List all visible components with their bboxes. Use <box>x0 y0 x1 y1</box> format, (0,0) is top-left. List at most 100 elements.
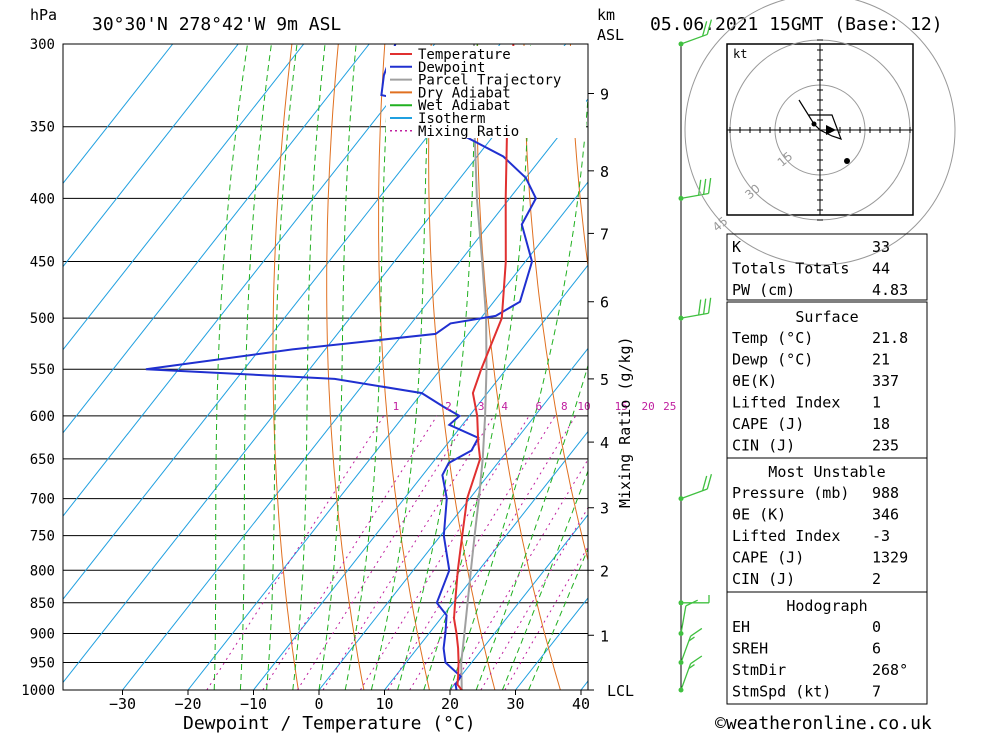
wind-barb-flag <box>698 179 702 196</box>
legend-label: Isotherm <box>418 111 485 127</box>
mixing-ratio-tick-labels: 1 2 3 4 6 8 10 15 20 25 <box>393 400 677 413</box>
wet-adiabat-line <box>475 363 588 690</box>
stats-value: 346 <box>872 506 899 524</box>
dry-adiabat-line <box>523 44 588 563</box>
stats-label: Lifted Index <box>732 394 840 412</box>
wet-adiabat-line <box>318 44 357 690</box>
pressure-unit-label: hPa <box>30 6 57 24</box>
wind-barb-staff <box>680 33 708 45</box>
km-tick-label: LCL <box>607 682 634 700</box>
stats-label: PW (cm) <box>732 281 795 299</box>
stats-label: CIN (J) <box>732 437 795 455</box>
wind-barb-flag <box>706 473 713 490</box>
wet-adiabat-line <box>239 44 272 690</box>
temperature-tick-label: −30 <box>109 695 136 713</box>
mixing-ratio-line <box>359 415 530 690</box>
legend-label: Mixing Ratio <box>418 124 519 140</box>
wind-barb-flag <box>688 664 695 669</box>
wind-barb-flag <box>707 177 712 194</box>
stats-value: 337 <box>872 372 899 390</box>
wind-barb-staff <box>680 312 709 319</box>
stats-value: 1329 <box>872 549 908 567</box>
mixing-ratio-line <box>297 415 471 690</box>
legend-label: Dewpoint <box>418 60 485 76</box>
isotherm-line <box>63 44 436 517</box>
wind-barb-flag <box>701 475 708 491</box>
pressure-tick-label: 750 <box>30 529 55 545</box>
temperature-tick-label: 40 <box>572 695 590 713</box>
stats-value: 21.8 <box>872 329 908 347</box>
plot-background-lines <box>63 44 1000 690</box>
isotherm-line <box>122 98 588 690</box>
isotherm-line <box>187 181 588 690</box>
dry-adiabat-line <box>569 44 588 270</box>
isotherm-line <box>63 44 567 684</box>
temperature-tick-label: −10 <box>240 695 267 713</box>
wet-adiabat-line <box>213 44 248 690</box>
stats-label: Pressure (mb) <box>732 484 849 502</box>
isotherm-line <box>63 44 501 601</box>
wind-barb-flag <box>698 299 702 316</box>
stats-value: 1 <box>872 394 881 412</box>
mixing-ratio-tick: 6 <box>535 400 542 413</box>
pressure-tick-label: 300 <box>30 37 55 53</box>
stats-label: CAPE (J) <box>732 549 804 567</box>
stats-label: CAPE (J) <box>732 415 804 433</box>
mixing-ratio-tick: 4 <box>501 400 508 413</box>
temperature-line <box>452 44 515 690</box>
dry-adiabat-line <box>272 44 299 690</box>
dry-adiabat-line <box>326 44 365 690</box>
mixing-ratio-tick: 10 <box>577 400 590 413</box>
wet-adiabat-line <box>501 469 588 690</box>
axes: 3003504004505005506006507007508008509009… <box>21 37 634 713</box>
stats-label: EH <box>732 618 750 636</box>
temperature-tick-label: 20 <box>441 695 459 713</box>
hodograph-ring <box>684 0 956 266</box>
stats-section-title: Surface <box>795 308 858 326</box>
wind-barb-staff <box>680 488 708 500</box>
pressure-tick-label: 1000 <box>21 683 55 699</box>
x-axis-title: Dewpoint / Temperature (°C) <box>183 713 476 733</box>
plot-frame <box>62 43 589 691</box>
wind-barb-flag <box>688 636 695 642</box>
pressure-tick-label: 950 <box>30 655 55 671</box>
location-title: 30°30'N 278°42'W 9m ASL <box>92 14 341 35</box>
legend-label: Dry Adiabat <box>418 85 511 101</box>
stats-label: Temp (°C) <box>732 329 813 347</box>
isotherm-line <box>63 44 305 351</box>
mixing-ratio-line <box>480 506 588 690</box>
mixing-ratio-tick: 20 <box>642 400 655 413</box>
wind-barb-flag <box>706 19 713 35</box>
mixing-ratio-line <box>409 415 577 690</box>
mixing-ratio-axis-title: Mixing Ratio (g/kg) <box>616 336 634 508</box>
dry-adiabat-line <box>988 44 1000 690</box>
pressure-tick-label: 450 <box>30 255 55 271</box>
wind-barb-staff <box>680 605 687 634</box>
wet-adiabat-line <box>370 44 432 690</box>
dry-adiabat-line <box>378 44 430 690</box>
pressure-tick-label: 550 <box>30 362 55 378</box>
stats-value: 6 <box>872 640 881 658</box>
pressure-tick-label: 650 <box>30 452 55 468</box>
stats-label: θE (K) <box>732 506 786 524</box>
mixing-ratio-line <box>387 415 556 690</box>
stats-label: θE(K) <box>732 372 777 390</box>
pressure-tick-label: 350 <box>30 120 55 136</box>
pressure-tick-label: 800 <box>30 563 55 579</box>
stats-value: 44 <box>872 260 890 278</box>
mixing-ratio-line <box>450 458 588 690</box>
dewpoint-line <box>145 44 538 690</box>
isotherm-line <box>63 44 239 268</box>
stats-section-title: Hodograph <box>786 597 867 615</box>
wind-barb-flag <box>702 178 707 195</box>
isotherm-line <box>318 347 588 690</box>
wind-barb-flag <box>685 599 698 607</box>
mixing-ratio-line <box>262 415 438 690</box>
isotherm-line <box>449 513 588 690</box>
stats-tables: K 33 Totals Totals 44 PW (cm) 4.83 Surface Temp… <box>726 233 928 705</box>
temperature-tick-label: 10 <box>375 695 393 713</box>
pressure-tick-label: 500 <box>30 311 55 327</box>
hodograph-point <box>844 158 850 164</box>
pressure-tick-label: 400 <box>30 191 55 207</box>
